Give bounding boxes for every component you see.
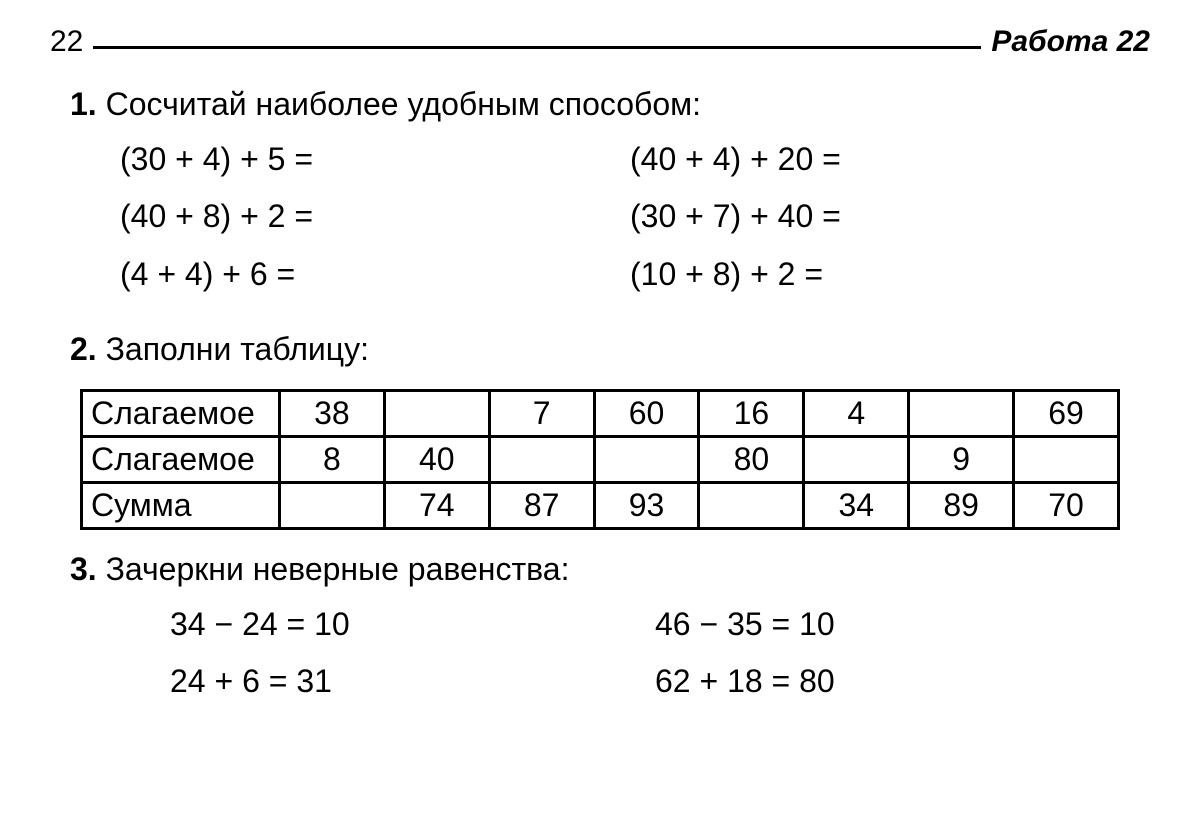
expression: (30 + 4) + 5 = [120,138,630,181]
page-number: 22 [50,25,83,59]
expression: (4 + 4) + 6 = [120,253,630,296]
equation: 62 + 18 = 80 [655,660,1140,703]
task-1-title: Сосчитай наиболее удобным способом: [106,86,701,122]
task-1-heading: 1. Сосчитай наиболее удобным способом: [70,83,1140,126]
expression: (10 + 8) + 2 = [630,253,1140,296]
table-cell: 7 [489,390,594,436]
table-cell: 87 [489,482,594,528]
table-cell: 9 [909,436,1014,482]
row-label: Сумма [82,482,280,528]
expression: (30 + 7) + 40 = [630,195,1140,238]
work-title: Работа 22 [991,25,1150,59]
table-cell [804,436,909,482]
table-cell: 8 [279,436,384,482]
table-row: Слагаемое 38 7 60 16 4 69 [82,390,1119,436]
task-3-equations: 34 − 24 = 10 46 − 35 = 10 24 + 6 = 31 62… [70,603,1140,717]
task-3-title: Зачеркни неверные равенства: [106,551,570,587]
row-label: Слагаемое [82,390,280,436]
task-2-number: 2. [70,331,97,367]
table-cell: 40 [384,436,489,482]
table-cell [699,482,804,528]
task-3-heading: 3. Зачеркни неверные равенства: [70,548,1140,591]
task-1: 1. Сосчитай наиболее удобным способом: (… [70,83,1140,310]
table-cell: 38 [279,390,384,436]
task-2: 2. Заполни таблицу: [70,328,1140,371]
table-cell: 74 [384,482,489,528]
table-row: Слагаемое 8 40 80 9 [82,436,1119,482]
task-2-table: Слагаемое 38 7 60 16 4 69 Слагаемое 8 40… [80,389,1120,530]
equation: 46 − 35 = 10 [655,603,1140,646]
table-cell [384,390,489,436]
page-header: 22 Работа 22 [50,25,1150,59]
table-cell: 93 [594,482,699,528]
table-row: Сумма 74 87 93 34 89 70 [82,482,1119,528]
table-cell [489,436,594,482]
task-1-number: 1. [70,86,97,122]
task-2-title: Заполни таблицу: [106,331,369,367]
task-2-heading: 2. Заполни таблицу: [70,328,1140,371]
row-label: Слагаемое [82,436,280,482]
task-1-expressions: (30 + 4) + 5 = (40 + 4) + 20 = (40 + 8) … [70,138,1140,310]
table-cell: 34 [804,482,909,528]
table-cell: 89 [909,482,1014,528]
table-cell [594,436,699,482]
table-cell [909,390,1014,436]
task-3-number: 3. [70,551,97,587]
table-cell [1014,436,1119,482]
table-cell: 80 [699,436,804,482]
table-cell: 16 [699,390,804,436]
table-cell [279,482,384,528]
expression: (40 + 4) + 20 = [630,138,1140,181]
table-cell: 69 [1014,390,1119,436]
equation: 24 + 6 = 31 [170,660,655,703]
table-cell: 4 [804,390,909,436]
table-cell: 60 [594,390,699,436]
header-rule [93,46,981,49]
table-cell: 70 [1014,482,1119,528]
equation: 34 − 24 = 10 [170,603,655,646]
task-2-table-wrap: Слагаемое 38 7 60 16 4 69 Слагаемое 8 40… [80,389,1120,530]
expression: (40 + 8) + 2 = [120,195,630,238]
task-3: 3. Зачеркни неверные равенства: 34 − 24 … [70,548,1140,718]
